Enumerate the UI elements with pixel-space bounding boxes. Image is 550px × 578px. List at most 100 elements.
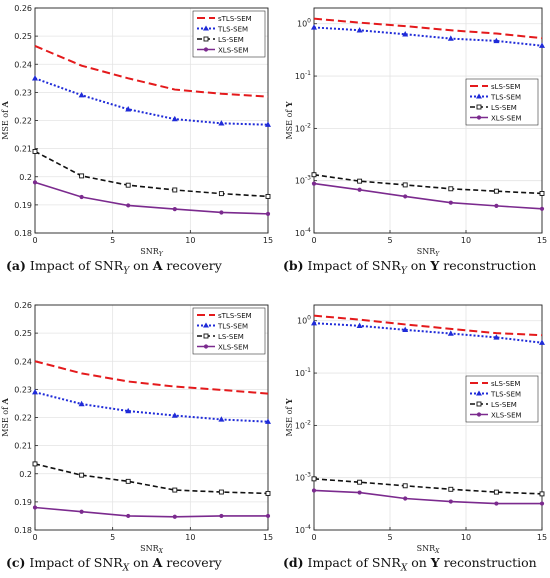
y-tick-label: 10-3 <box>295 175 311 186</box>
y-tick-label: 0.24 <box>14 60 32 69</box>
y-tick-label: 10-2 <box>295 122 311 133</box>
data-point <box>79 472 85 478</box>
series-line <box>34 181 269 215</box>
y-tick-label: 0.23 <box>14 385 32 394</box>
data-point <box>32 75 38 81</box>
data-point <box>78 91 85 98</box>
series-line <box>313 173 543 195</box>
data-point <box>493 37 500 44</box>
data-point <box>172 514 177 519</box>
y-tick-label: 0.19 <box>14 498 32 507</box>
y-tick-label: 100 <box>297 315 311 326</box>
x-axis-label: SNRX <box>417 544 441 555</box>
legend-marker <box>476 104 482 110</box>
data-point <box>126 203 131 208</box>
y-tick-label: 0.22 <box>14 414 32 423</box>
data-point <box>447 35 454 41</box>
caption-label: (b) <box>283 258 304 273</box>
x-tick-label: 15 <box>537 533 547 542</box>
y-axis-label: MSE of A <box>0 397 10 436</box>
data-point <box>218 416 225 422</box>
data-point <box>402 326 409 333</box>
data-point <box>403 496 408 501</box>
data-point <box>539 501 545 506</box>
series-line <box>313 182 543 210</box>
series-line <box>34 506 268 518</box>
chart-c: 0 5 10 15 0.18 0.19 0.2 0.21 0.22 0.23 0.24 0.25 0.2… <box>0 301 273 555</box>
caption-bold: Y <box>430 258 440 273</box>
chart-a: 0 5 10 15 0.18 0.19 0.2 0.21 0.22 0.23 0.24 0.25 0.2… <box>0 4 273 258</box>
x-tick-label: 10 <box>461 533 471 542</box>
data-point <box>79 194 84 200</box>
y-tick-label: 100 <box>297 18 311 29</box>
series-line <box>313 314 543 337</box>
data-point <box>311 172 317 178</box>
x-tick-label: 10 <box>185 236 195 245</box>
y-axis-label: MSE of Y <box>284 101 294 139</box>
data-point <box>311 181 317 186</box>
data-point <box>402 483 408 489</box>
x-tick-label: 0 <box>311 236 316 245</box>
series-line <box>34 391 269 423</box>
data-point <box>79 509 84 514</box>
data-point <box>402 31 409 37</box>
x-tick-label: 10 <box>461 236 471 245</box>
data-point <box>494 501 499 506</box>
y-tick-label: 10-2 <box>295 419 311 430</box>
data-point <box>219 513 224 519</box>
data-point <box>402 182 408 188</box>
legend-label: sLS-SEM <box>491 380 520 388</box>
data-point <box>311 24 317 30</box>
data-point <box>172 187 178 193</box>
y-tick-label: 10-1 <box>295 367 311 378</box>
legend-marker <box>203 36 209 42</box>
legend-marker <box>476 115 482 120</box>
data-point <box>32 461 38 467</box>
series-line <box>34 463 269 495</box>
legend-label: XLS-SEM <box>491 411 522 419</box>
y-tick-label: 0.25 <box>14 32 32 41</box>
x-tick-label: 5 <box>110 533 115 542</box>
x-tick-label: 15 <box>537 236 547 245</box>
legend-label: LS-SEM <box>491 104 517 112</box>
legend-label: TLS-SEM <box>217 25 248 33</box>
data-point <box>172 206 177 212</box>
data-point <box>539 191 545 196</box>
data-point <box>357 479 363 485</box>
legend-label: sLS-SEM <box>491 83 520 91</box>
caption-subscript: X <box>122 563 130 574</box>
legend-label: TLS-SEM <box>217 322 248 330</box>
data-point <box>218 120 225 126</box>
data-point <box>32 388 38 395</box>
legend-marker <box>476 401 482 407</box>
series-line <box>34 77 269 126</box>
data-point <box>125 407 132 414</box>
x-tick-label: 5 <box>387 533 392 542</box>
x-axis-label: SNRY <box>417 247 441 258</box>
legend-marker <box>203 47 209 52</box>
x-axis-label: SNRY <box>140 247 164 258</box>
data-point <box>539 42 545 48</box>
data-point <box>311 488 317 493</box>
data-point <box>493 334 500 340</box>
data-point <box>448 200 453 205</box>
chart-b: 0 5 10 15 100 10-1 10-2 10-3 10-4 SNRY MSE of Y sLS… <box>284 7 547 258</box>
data-point <box>448 499 453 504</box>
data-point <box>171 115 178 122</box>
data-point <box>493 489 499 495</box>
caption-d: (d) Impact of SNRX on Y reconstruction <box>283 555 537 574</box>
caption-a: (a) Impact of SNRY on A recovery <box>6 258 222 277</box>
legend-label: XLS-SEM <box>218 46 249 54</box>
data-point <box>218 489 224 495</box>
legend-label: XLS-SEM <box>491 114 522 122</box>
y-tick-label: 0.2 <box>19 470 32 479</box>
y-tick-label: 0.26 <box>14 4 32 13</box>
y-tick-label: 0.18 <box>14 526 32 535</box>
plot-frame <box>313 304 543 531</box>
data-point <box>32 505 38 510</box>
data-point <box>125 106 132 112</box>
data-point <box>171 412 178 418</box>
caption-subscript: Y <box>123 266 130 277</box>
data-point <box>403 194 408 199</box>
